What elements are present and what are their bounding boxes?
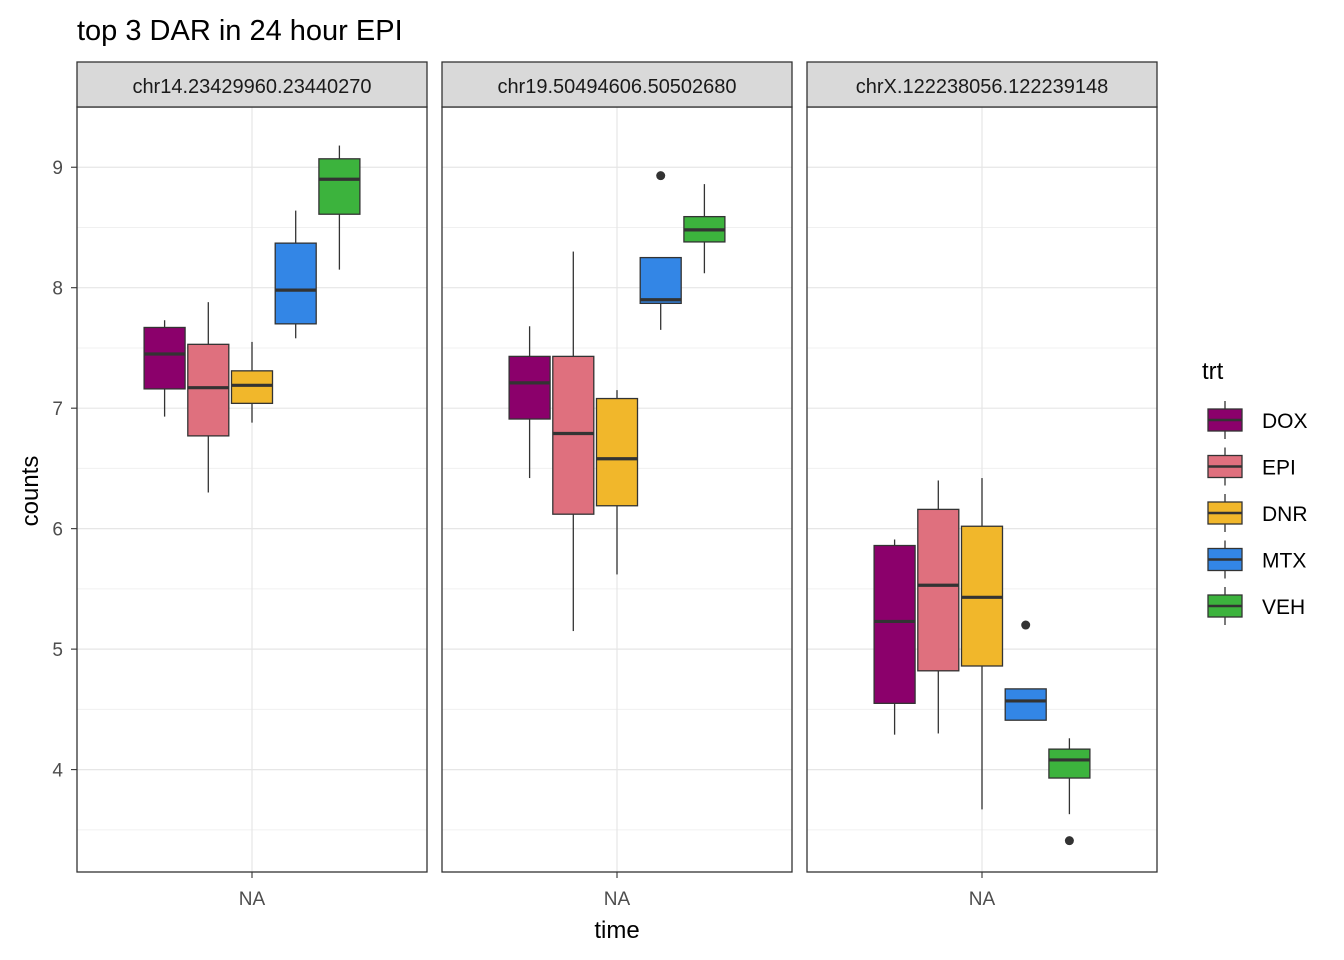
box-veh xyxy=(683,184,726,274)
legend-item-mtx: MTX xyxy=(1207,540,1306,579)
legend-item-label: EPI xyxy=(1262,457,1296,480)
box-body xyxy=(318,158,361,215)
outlier-point xyxy=(1021,620,1031,630)
y-tick-label: 4 xyxy=(52,761,63,782)
box-dnr xyxy=(960,478,1004,810)
box-body xyxy=(595,397,639,507)
box-body xyxy=(274,242,317,325)
y-tick-label: 6 xyxy=(52,520,63,541)
facet-strip xyxy=(806,61,1158,108)
box-body xyxy=(143,326,186,390)
box-body xyxy=(230,370,274,405)
legend-item-label: MTX xyxy=(1262,550,1306,573)
x-tick-label: NA xyxy=(604,889,631,910)
box-body xyxy=(873,544,916,704)
box-body xyxy=(1048,748,1091,779)
box-mtx xyxy=(274,210,317,339)
x-axis-label: time xyxy=(594,917,639,944)
legend-item-dox: DOX xyxy=(1207,401,1308,439)
legend: trt DOX EPI DNR MTX VEH xyxy=(1202,358,1308,625)
box-body xyxy=(187,343,230,437)
facet-strip-label: chr19.50494606.50502680 xyxy=(497,76,736,98)
facet-panels: chr14.23429960.23440270NAchr19.50494606.… xyxy=(76,61,1158,910)
facet-strip xyxy=(441,61,793,108)
box-dnr xyxy=(230,341,274,423)
legend-item-dnr: DNR xyxy=(1207,494,1308,532)
legend-item-label: VEH xyxy=(1262,596,1305,619)
legend-item-label: DNR xyxy=(1262,503,1308,526)
box-body xyxy=(639,256,682,305)
box-dox xyxy=(873,539,916,735)
facet-panel: chrX.122238056.122239148 NA xyxy=(806,61,1158,910)
y-tick-label: 5 xyxy=(52,640,63,661)
y-tick-label: 8 xyxy=(52,279,63,300)
facet-strip-label: chr14.23429960.23440270 xyxy=(132,76,371,98)
y-axis-label: counts xyxy=(17,456,44,527)
box-body xyxy=(508,355,551,420)
facet-strip-label: chrX.122238056.122239148 xyxy=(856,76,1108,98)
outlier-point xyxy=(1064,836,1074,846)
box-dnr xyxy=(595,390,639,575)
box-body xyxy=(917,508,960,672)
x-tick-label: NA xyxy=(969,889,996,910)
box-veh xyxy=(318,145,361,270)
y-tick-label: 9 xyxy=(52,158,63,179)
box-dox xyxy=(143,320,186,417)
box-epi xyxy=(917,480,960,734)
y-tick-label: 7 xyxy=(52,399,63,420)
box-dox xyxy=(508,326,551,479)
facet-panel: chr14.23429960.23440270 NA xyxy=(76,61,428,910)
legend-item-veh: VEH xyxy=(1207,587,1305,625)
y-axis: 4 5 6 7 8 9 xyxy=(52,158,77,782)
outlier-point xyxy=(656,171,666,181)
box-body xyxy=(552,355,595,515)
box-body xyxy=(1004,688,1047,721)
facet-strip xyxy=(76,61,428,108)
box-epi xyxy=(187,302,230,493)
x-tick-label: NA xyxy=(239,889,266,910)
chart-title: top 3 DAR in 24 hour EPI xyxy=(77,15,403,47)
facet-panel: chr19.50494606.50502680 NA xyxy=(441,61,793,910)
legend-item-label: DOX xyxy=(1262,410,1308,433)
legend-title: trt xyxy=(1202,358,1224,385)
legend-item-epi: EPI xyxy=(1207,447,1296,486)
box-mtx xyxy=(639,171,682,330)
box-epi xyxy=(552,251,595,632)
box-veh xyxy=(1048,738,1091,846)
box-mtx xyxy=(1004,620,1047,721)
